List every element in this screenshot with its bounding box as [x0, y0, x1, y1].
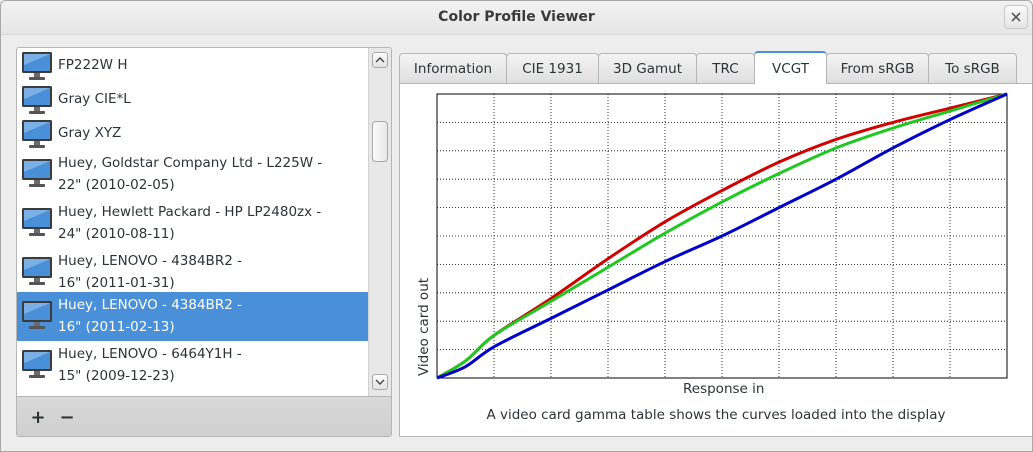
tab-to-srgb[interactable]: To sRGB — [928, 53, 1017, 84]
profile-name: Huey, LENOVO - 6464Y1H - — [58, 346, 242, 362]
monitor-icon — [22, 86, 52, 114]
monitor-icon — [22, 52, 52, 80]
profile-name: Huey, LENOVO - 4384BR2 - — [58, 253, 242, 269]
scroll-up-button[interactable] — [372, 52, 388, 68]
window-title: Color Profile Viewer — [438, 9, 595, 25]
profile-list-pane: FP222W H Gray CIE*L Gray XYZ Huey, Goldstar… — [16, 47, 392, 437]
profile-list-item[interactable]: Gray CIE*L — [17, 82, 369, 116]
tab-3d-gamut[interactable]: 3D Gamut — [598, 53, 697, 84]
profile-list-item[interactable]: FP222W H — [17, 48, 369, 82]
monitor-icon — [22, 120, 52, 148]
chevron-down-icon — [375, 379, 385, 385]
profile-detail: 16" (2011-02-13) — [58, 319, 175, 335]
tab-vcgt[interactable]: VCGT — [754, 51, 827, 84]
profile-list-item[interactable]: Huey, LENOVO - 4384BR2 - 16" (2011-01-31) — [17, 248, 369, 292]
monitor-icon — [22, 159, 52, 187]
remove-profile-button[interactable]: − — [59, 406, 75, 428]
tab-cie-1931[interactable]: CIE 1931 — [506, 53, 599, 84]
profile-name: Gray CIE*L — [58, 91, 131, 107]
close-icon — [1011, 12, 1021, 22]
profile-name: Huey, LENOVO - 4384BR2 - — [58, 297, 242, 313]
green-curve — [436, 92, 1008, 380]
y-axis-label: Video card out — [416, 277, 432, 377]
profile-name: FP222W H — [58, 57, 128, 73]
tab-information[interactable]: Information — [399, 53, 507, 84]
x-axis-label: Response in — [683, 381, 765, 397]
tab-trc[interactable]: TRC — [696, 53, 755, 84]
scrollbar-thumb[interactable] — [372, 121, 388, 162]
profile-list-item[interactable]: Gray XYZ — [17, 116, 369, 150]
add-profile-button[interactable]: + — [30, 406, 46, 428]
monitor-icon — [22, 257, 52, 285]
profile-detail: 24" (2010-08-11) — [58, 226, 175, 242]
titlebar: Color Profile Viewer — [1, 1, 1032, 35]
blue-curve — [436, 92, 1008, 380]
profile-name: Gray XYZ — [58, 125, 122, 141]
profile-list-item[interactable]: Huey, Goldstar Company Ltd - L225W - 22" … — [17, 150, 369, 199]
profile-list: FP222W H Gray CIE*L Gray XYZ Huey, Goldstar… — [17, 48, 369, 396]
profile-list-item[interactable]: Huey, LENOVO - 6464Y1H - 15" (2009-12-23) — [17, 341, 369, 390]
profile-name: Huey, Goldstar Company Ltd - L225W - — [58, 155, 323, 171]
list-toolbar: + − — [17, 396, 391, 436]
profile-detail: 22" (2010-02-05) — [58, 177, 175, 193]
monitor-icon — [22, 301, 52, 329]
profile-detail: 16" (2011-01-31) — [58, 275, 175, 291]
profile-list-item[interactable]: Huey, Hewlett Packard - HP LP2480zx - 24"… — [17, 199, 369, 248]
vcgt-chart — [436, 92, 1008, 380]
tab-from-srgb[interactable]: From sRGB — [826, 53, 929, 84]
chart-caption: A video card gamma table shows the curve… — [486, 407, 946, 423]
close-button[interactable] — [1004, 5, 1028, 29]
profile-detail: 15" (2009-12-23) — [58, 368, 175, 384]
scrollbar[interactable] — [368, 48, 391, 396]
vcgt-panel: Video card out Response in A video card … — [399, 83, 1032, 437]
monitor-icon — [22, 208, 52, 236]
profile-list-item[interactable]: Huey, LENOVO - 4384BR2 - 16" (2011-02-13) — [17, 292, 369, 341]
chevron-up-icon — [375, 57, 385, 63]
scroll-down-button[interactable] — [372, 374, 388, 390]
profile-name: Huey, Hewlett Packard - HP LP2480zx - — [58, 204, 322, 220]
monitor-icon — [22, 350, 52, 378]
